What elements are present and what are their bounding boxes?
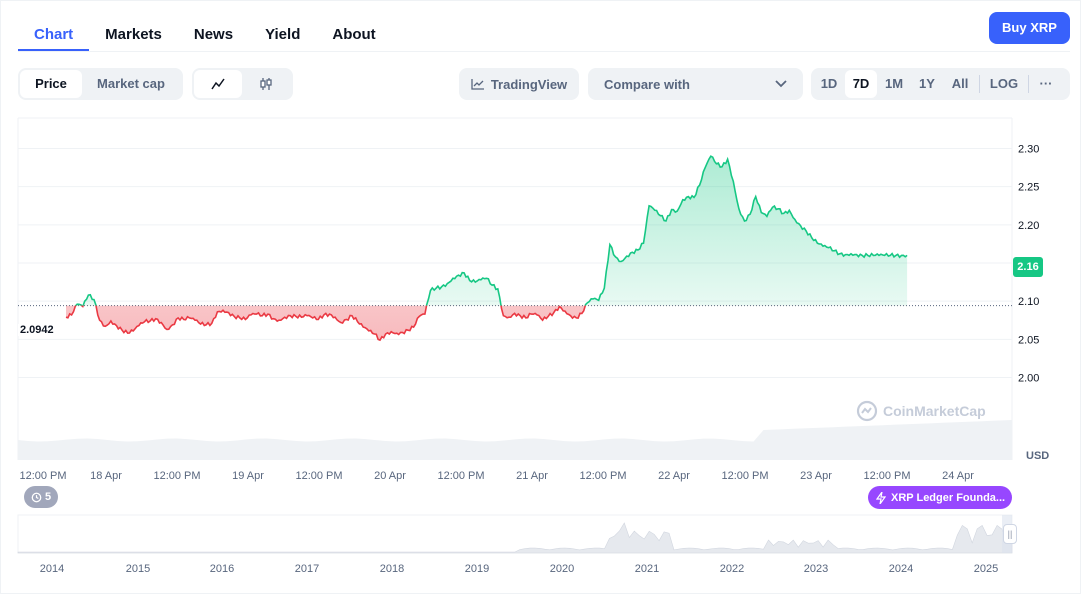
x-tick-label: 20 Apr xyxy=(374,470,406,482)
navigator-year-label: 2021 xyxy=(635,563,659,575)
navigator-year-label: 2025 xyxy=(974,563,998,575)
range-1d-button[interactable]: 1D xyxy=(820,76,838,91)
range-divider xyxy=(979,75,980,93)
x-tick-label: 12:00 PM xyxy=(437,470,484,482)
watermark-label: CoinMarketCap xyxy=(883,403,986,419)
lightning-icon xyxy=(876,491,886,504)
chevron-down-icon xyxy=(775,80,787,88)
price-line-up xyxy=(74,155,908,306)
event-marker-label: XRP Ledger Founda... xyxy=(891,491,1006,504)
navigator-year-label: 2020 xyxy=(550,563,574,575)
events-count: 5 xyxy=(44,491,52,503)
navigator-year-label: 2015 xyxy=(126,563,150,575)
coinmarketcap-watermark: CoinMarketCap xyxy=(856,400,986,422)
tradingview-button[interactable]: TradingView xyxy=(459,68,579,100)
chart-type-toggle xyxy=(192,68,293,100)
x-tick-label: 22 Apr xyxy=(658,470,690,482)
y-tick-label: 2.05 xyxy=(1018,334,1039,346)
navigator-handle[interactable]: || xyxy=(1003,524,1017,544)
buy-xrp-button[interactable]: Buy XRP xyxy=(989,12,1070,44)
navigator-year-label: 2014 xyxy=(40,563,64,575)
candlestick-chart-button[interactable] xyxy=(242,70,290,98)
tab-chart[interactable]: Chart xyxy=(18,14,90,52)
navigator-year-label: 2017 xyxy=(295,563,319,575)
more-options-button[interactable]: ··· xyxy=(1039,76,1053,91)
line-chart-button[interactable] xyxy=(194,70,242,98)
reference-price-label: 2.0942 xyxy=(18,324,54,336)
range-7d-button[interactable]: 7D xyxy=(845,70,877,98)
x-tick-label: 21 Apr xyxy=(516,470,548,482)
current-price-badge: 2.16 xyxy=(1013,257,1043,277)
events-toggle-button[interactable]: 5 xyxy=(24,486,58,508)
tab-bar: Chart Markets News Yield About xyxy=(18,14,392,52)
y-tick-label: 2.20 xyxy=(1018,220,1039,232)
tab-news[interactable]: News xyxy=(193,26,234,43)
x-tick-label: 23 Apr xyxy=(800,470,832,482)
market-cap-toggle-button[interactable]: Market cap xyxy=(97,76,165,91)
y-tick-label: 2.00 xyxy=(1018,372,1039,384)
tab-about[interactable]: About xyxy=(332,26,376,43)
navigator-year-label: 2018 xyxy=(380,563,404,575)
price-marketcap-toggle: Price Market cap xyxy=(18,68,183,100)
navigator-year-label: 2023 xyxy=(804,563,828,575)
y-tick-label: 2.25 xyxy=(1018,182,1039,194)
x-tick-label: 12:00 PM xyxy=(295,470,342,482)
line-chart-icon xyxy=(211,78,225,90)
currency-label: USD xyxy=(1026,450,1050,462)
navigator-year-label: 2019 xyxy=(465,563,489,575)
compare-with-select[interactable]: Compare with xyxy=(588,68,803,100)
compare-with-label: Compare with xyxy=(604,76,690,92)
area-below-reference xyxy=(66,305,586,341)
history-icon xyxy=(31,492,42,502)
x-tick-label: 12:00 PM xyxy=(721,470,768,482)
range-divider xyxy=(1028,75,1029,93)
x-tick-label: 12:00 PM xyxy=(863,470,910,482)
x-tick-label: 12:00 PM xyxy=(19,470,66,482)
tab-yield[interactable]: Yield xyxy=(265,26,301,43)
navigator-year-label: 2024 xyxy=(889,563,913,575)
navigator-area xyxy=(17,522,1013,554)
tradingview-icon xyxy=(471,79,484,90)
price-toggle-button[interactable]: Price xyxy=(20,70,82,98)
x-tick-label: 18 Apr xyxy=(90,470,122,482)
y-tick-label: 2.30 xyxy=(1018,144,1039,156)
x-tick-label: 12:00 PM xyxy=(153,470,200,482)
tab-divider xyxy=(18,51,1070,52)
x-tick-label: 19 Apr xyxy=(232,470,264,482)
volume-area xyxy=(18,420,1012,460)
tab-markets[interactable]: Markets xyxy=(105,26,162,43)
navigator-year-label: 2016 xyxy=(210,563,234,575)
log-scale-button[interactable]: LOG xyxy=(989,76,1019,91)
candlestick-icon xyxy=(260,78,272,90)
range-all-button[interactable]: All xyxy=(951,76,969,91)
navigator-year-label: 2022 xyxy=(720,563,744,575)
range-1m-button[interactable]: 1M xyxy=(884,76,904,91)
tradingview-label: TradingView xyxy=(490,76,568,92)
range-1y-button[interactable]: 1Y xyxy=(919,76,935,91)
navigator-frame xyxy=(17,514,1013,554)
price-line-down xyxy=(65,305,587,342)
x-tick-label: 24 Apr xyxy=(942,470,974,482)
event-marker-xrp-ledger[interactable]: XRP Ledger Founda... xyxy=(868,486,1012,509)
x-tick-label: 12:00 PM xyxy=(579,470,626,482)
coinmarketcap-logo-icon xyxy=(856,400,878,422)
y-tick-label: 2.10 xyxy=(1018,296,1039,308)
time-range-selector: 1D 7D 1M 1Y All LOG ··· xyxy=(811,68,1070,100)
